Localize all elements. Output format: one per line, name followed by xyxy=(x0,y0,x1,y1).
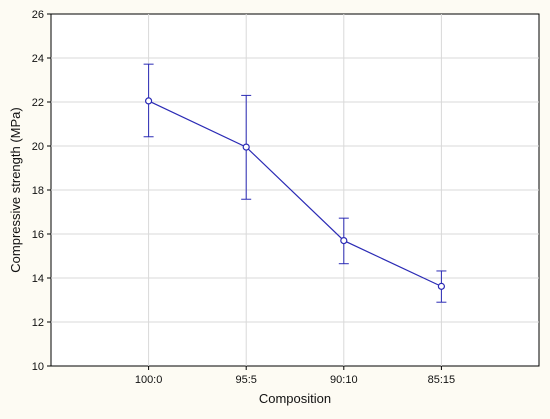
y-tick-label: 24 xyxy=(32,53,44,65)
series-layer xyxy=(143,63,447,303)
data-point xyxy=(242,143,250,151)
x-tick-label: 90:10 xyxy=(330,374,358,386)
x-tick-label: 95:5 xyxy=(235,374,256,386)
y-tick-label: 22 xyxy=(32,97,44,109)
x-tick-label: 85:15 xyxy=(428,374,456,386)
axis-layer: 10 12 14 16 18 20 22 24 26 100:0 95:5 90:10 85:15 xyxy=(32,9,455,386)
data-point xyxy=(437,282,445,290)
y-tick-label: 12 xyxy=(32,317,44,329)
y-tick-label: 14 xyxy=(32,273,44,285)
x-axis-title: Composition xyxy=(259,391,331,406)
series-line xyxy=(148,100,442,287)
y-tick-label: 18 xyxy=(32,185,44,197)
x-tick-label: 100:0 xyxy=(135,374,163,386)
y-axis-title: Compressive strength (MPa) xyxy=(8,107,23,272)
data-point xyxy=(340,237,348,245)
data-point xyxy=(145,97,153,105)
y-tick-label: 10 xyxy=(32,361,44,373)
y-tick-label: 16 xyxy=(32,229,44,241)
y-tick-label: 20 xyxy=(32,141,44,153)
y-tick-label: 26 xyxy=(32,9,44,21)
